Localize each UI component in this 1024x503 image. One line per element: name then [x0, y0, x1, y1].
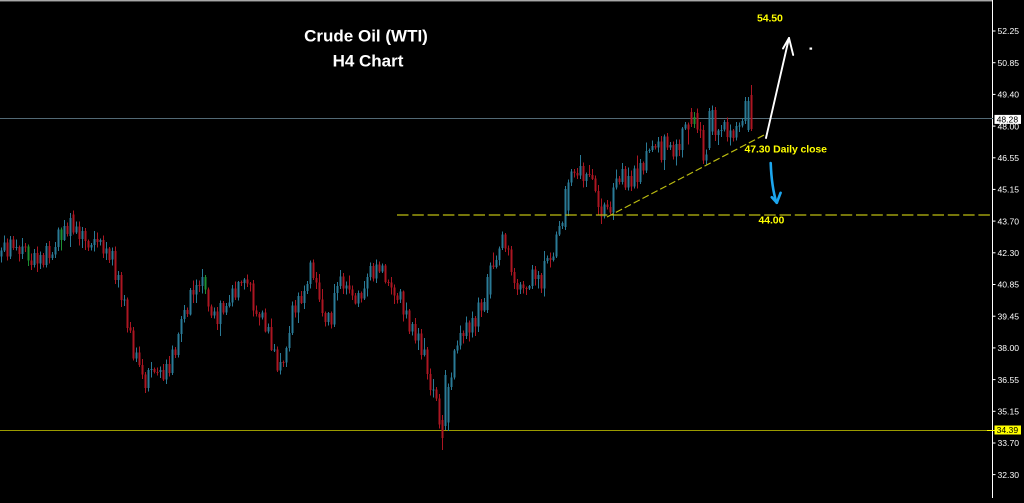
svg-text:38.00: 38.00 [998, 343, 1020, 353]
svg-text:47.30 Daily close: 47.30 Daily close [745, 144, 828, 156]
svg-text:50.85: 50.85 [998, 58, 1020, 68]
svg-text:48.00: 48.00 [998, 121, 1020, 131]
svg-text:36.55: 36.55 [998, 375, 1020, 385]
svg-text:45.15: 45.15 [998, 185, 1020, 195]
svg-text:40.85: 40.85 [998, 280, 1020, 290]
svg-text:44.00: 44.00 [759, 215, 785, 227]
svg-text:39.45: 39.45 [998, 311, 1020, 321]
svg-text:48.28: 48.28 [997, 114, 1019, 124]
svg-text:46.55: 46.55 [998, 153, 1020, 163]
svg-text:49.40: 49.40 [998, 90, 1020, 100]
svg-text:54.50: 54.50 [757, 13, 783, 25]
svg-text:33.70: 33.70 [998, 438, 1020, 448]
svg-text:42.30: 42.30 [998, 248, 1020, 258]
svg-text:32.30: 32.30 [998, 470, 1020, 480]
svg-text:43.70: 43.70 [998, 216, 1020, 226]
svg-text:Crude Oil (WTI): Crude Oil (WTI) [304, 27, 428, 46]
svg-text:H4 Chart: H4 Chart [333, 52, 404, 71]
svg-text:35.15: 35.15 [998, 407, 1020, 417]
svg-text:34.39: 34.39 [997, 425, 1019, 435]
svg-text:52.25: 52.25 [998, 26, 1020, 36]
